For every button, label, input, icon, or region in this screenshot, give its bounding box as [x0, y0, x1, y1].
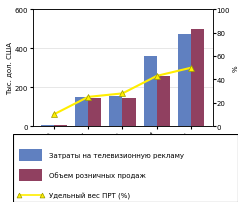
Bar [54, 125, 67, 126]
FancyBboxPatch shape [19, 149, 42, 161]
Bar [41, 125, 54, 126]
FancyBboxPatch shape [12, 135, 237, 202]
Bar [144, 57, 157, 126]
Bar [110, 97, 122, 126]
Bar [122, 99, 136, 126]
FancyBboxPatch shape [19, 169, 42, 181]
Bar [75, 98, 88, 126]
Bar [157, 76, 170, 126]
Bar [88, 99, 101, 126]
Text: Удельный вес ПРТ (%): Удельный вес ПРТ (%) [48, 192, 130, 199]
Bar [178, 35, 191, 126]
Bar [191, 30, 204, 126]
Text: Объем розничных продаж: Объем розничных продаж [48, 172, 146, 178]
Y-axis label: %: % [233, 65, 239, 72]
Text: Затраты на телевизионную рекламу: Затраты на телевизионную рекламу [48, 152, 184, 158]
Y-axis label: Тыс. дол. США: Тыс. дол. США [6, 42, 12, 95]
